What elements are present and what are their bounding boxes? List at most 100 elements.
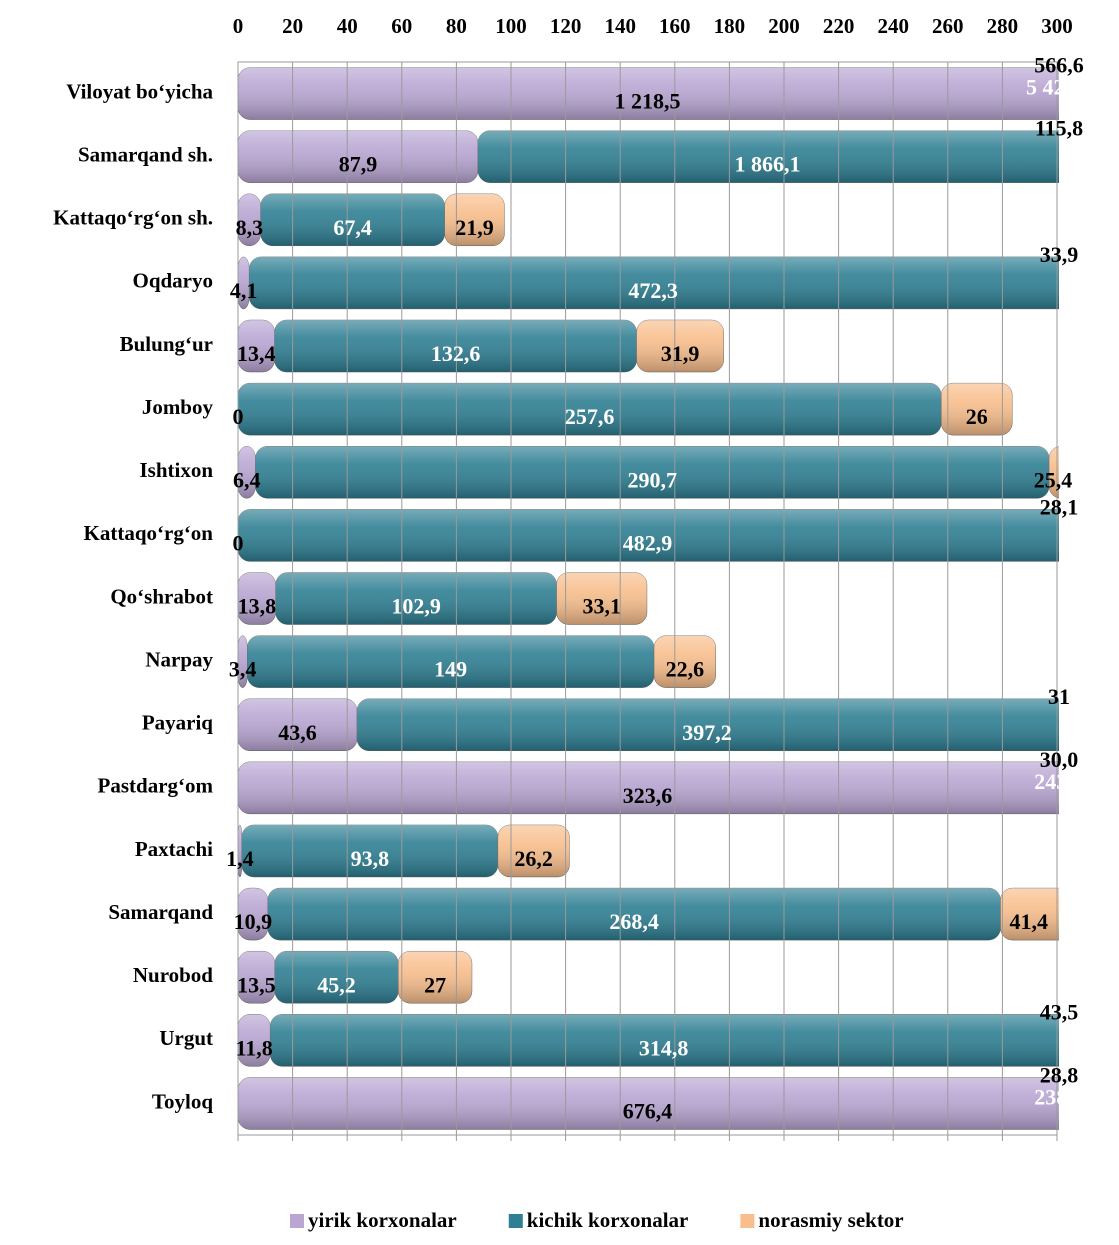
data-label: 238,1 [1034,1084,1084,1109]
data-label: 676,4 [623,1098,673,1123]
y-tick-label: Qo‘shrabot [110,584,213,608]
bar-shine [444,193,505,246]
data-label: 257,6 [565,404,615,429]
data-label: 4,1 [230,278,258,303]
y-tick-label: Samarqand sh. [78,142,213,166]
data-label: 1,4 [226,846,254,871]
data-label: 67,4 [333,215,372,240]
x-tick-label: 60 [391,14,412,38]
bar-shine [238,888,268,941]
legend-label: norasmiy sektor [758,1208,903,1232]
data-label: 26 [966,404,988,429]
bar-shine [941,383,1013,436]
data-label: 472,3 [628,278,678,303]
y-tick-label: Kattaqo‘rg‘on [84,521,214,545]
bar-shine [238,824,242,877]
data-label: 13,5 [237,972,276,997]
bar-shine [238,1077,1059,1130]
bar-shine [1000,888,1059,941]
y-tick-label: Samarqand [108,900,213,924]
bar-shine [238,1014,271,1067]
bar-shine [357,698,1059,751]
y-tick-label: Bulung‘ur [120,332,213,356]
x-tick-label: 260 [932,14,964,38]
bar-shine [238,509,1059,562]
data-label: 132,6 [431,341,481,366]
x-tick-label: 40 [337,14,358,38]
y-tick-label: Ishtixon [139,458,213,482]
data-label: 102,9 [391,594,441,619]
data-label: 10,9 [234,909,273,934]
x-tick-label: 280 [987,14,1019,38]
data-label: 13,8 [238,594,277,619]
bar-shine [270,1014,1059,1067]
x-tick-label: 100 [495,14,527,38]
bar-shine [238,572,276,625]
bar-shine [238,67,1059,120]
bar-shine [247,635,655,688]
data-label: 1 218,5 [615,89,681,114]
y-tick-label: Viloyat bo‘yicha [66,79,213,103]
data-label: 115,8 [1035,116,1083,141]
x-tick-label: 240 [877,14,909,38]
y-tick-label: Jomboy [142,395,214,419]
data-label: 8,3 [236,215,264,240]
legend-swatch [290,1214,304,1228]
y-tick-label: Pastdarg‘om [98,774,214,798]
y-tick-label: Oqdaryo [132,269,213,293]
data-label: 25,4 [1034,467,1073,492]
bar-shine [238,383,942,436]
x-tick-label: 20 [282,14,303,38]
bar-shine [260,193,445,246]
data-label: 5 422,7 [1026,75,1092,100]
data-label: 33,1 [583,594,622,619]
bars [237,67,1059,1130]
data-label: 3,4 [229,657,257,682]
x-tick-label: 200 [768,14,800,38]
y-tick-label: Nurobod [133,963,213,987]
bar-shine [274,951,399,1004]
y-tick-label: Paxtachi [135,837,213,861]
data-label: 11,8 [235,1035,272,1060]
bar-shine [654,635,716,688]
bar-shine [238,446,256,499]
data-label: 290,7 [628,467,678,492]
bar-shine [238,130,478,183]
data-label: 13,4 [237,341,276,366]
bar-shine [267,888,1001,941]
data-label: 93,8 [351,846,390,871]
data-label: 45,2 [317,972,356,997]
y-tick-label: Payariq [142,711,213,735]
data-label: 397,2 [682,720,732,745]
bar-shine [238,320,275,373]
legend-swatch [508,1214,523,1228]
data-label: 43,6 [278,720,317,745]
bar-shine [274,320,637,373]
data-label: 33,9 [1040,242,1079,267]
y-tick-label: Urgut [159,1026,213,1050]
data-label: 31,9 [661,341,700,366]
data-label: 28,8 [1040,1062,1079,1087]
data-label: 314,8 [639,1035,689,1060]
data-label: 0 [233,404,244,429]
data-label: 21,9 [455,215,494,240]
bar-shine [238,698,358,751]
data-label: 243,7 [1034,769,1084,794]
y-tick-label: Toyloq [152,1089,213,1113]
x-tick-label: 0 [233,14,244,38]
bar-shine [238,761,1059,814]
data-label: 31 [1048,684,1070,709]
bar-shine [238,256,250,309]
bar-shine [238,635,248,688]
data-label: 0 [233,530,244,555]
bar-shine [497,824,570,877]
data-label: 26,2 [514,846,553,871]
bar-shine [275,572,557,625]
legend-label: yirik korxonalar [308,1208,457,1232]
x-tick-label: 140 [604,14,636,38]
data-label: 149 [434,657,467,682]
data-label: 28,1 [1040,494,1079,519]
bar-shine [249,256,1059,309]
y-tick-label: Kattaqo‘rg‘on sh. [53,206,213,230]
